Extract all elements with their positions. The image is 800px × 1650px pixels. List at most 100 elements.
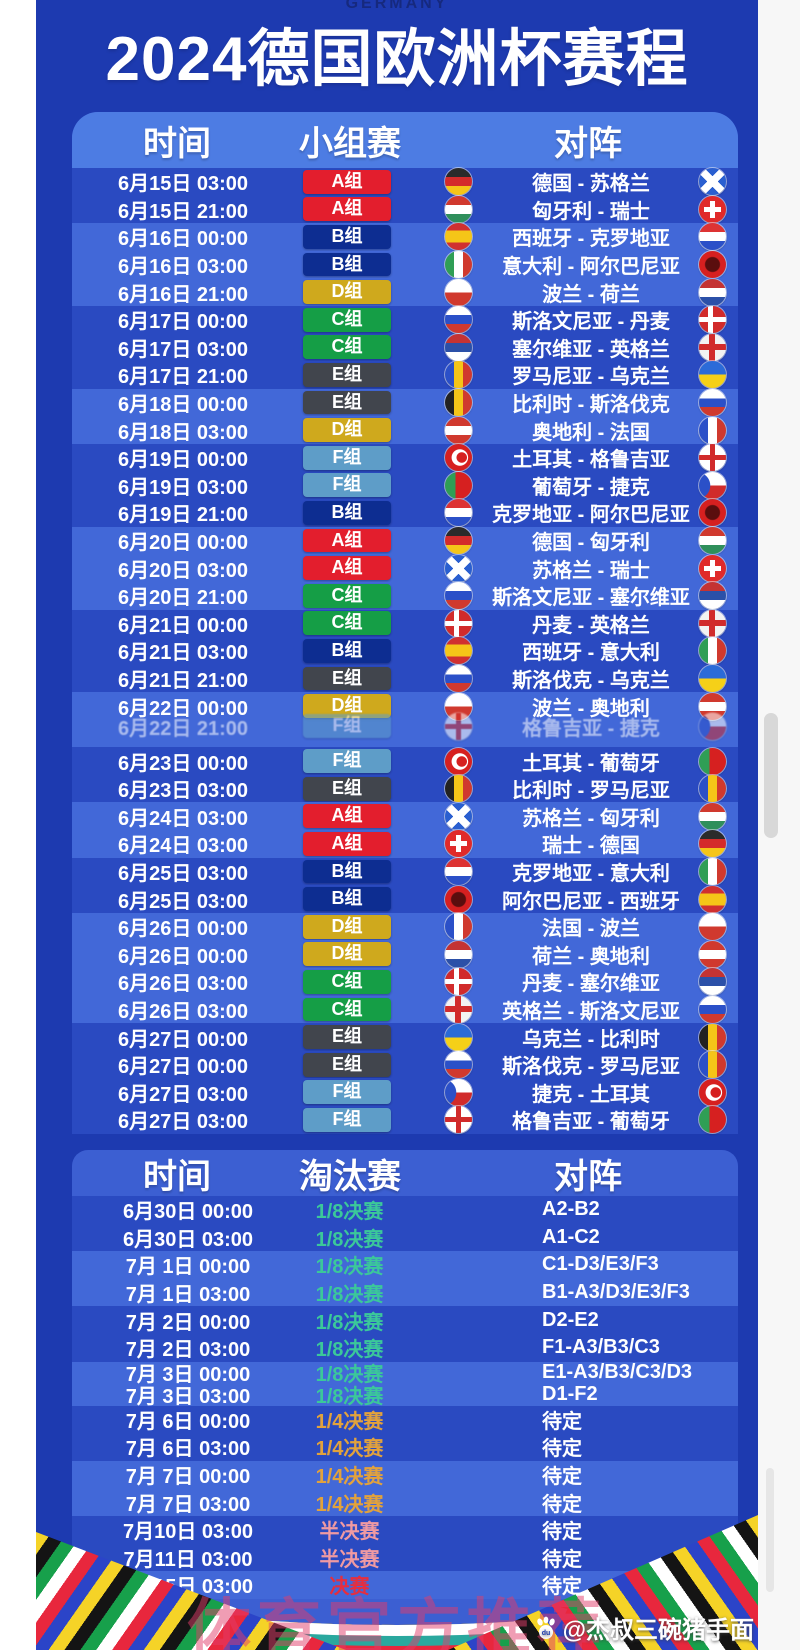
match-teams: 西班牙 - 克罗地亚 [512,228,670,251]
flag-rs-icon [698,968,726,996]
knockout-opponent: 待定 [542,1466,582,1489]
scrollbar-thumb[interactable] [764,713,778,838]
group-badge-zone: C组 [262,610,432,638]
home-flag-cell [440,775,476,803]
group-badge-A: A组 [303,197,391,222]
match-time: 6月17日 03:00 [117,338,249,361]
group-badge-zone: A组 [262,168,432,196]
match-row-content: 6月23日 03:00 E组 比利时 - 罗马尼亚 [72,775,738,803]
match-teams: 英格兰 - 斯洛文尼亚 [502,1000,680,1023]
knockout-opponent: F1-A3/B3/C3 [542,1336,660,1359]
match-time: 7月 3日 03:00 [125,1386,251,1409]
group-badge-zone: C组 [262,996,432,1024]
flag-pl-icon [698,913,726,941]
group-badge-B: B组 [303,501,391,525]
knockout-row-content: 6月30日 00:00 1/8决赛 A2-B2 [72,1196,738,1224]
match-time: 6月23日 00:00 [117,752,249,775]
group-badge-F: F组 [303,1080,391,1105]
match-row-content: 6月26日 00:00 D组 法国 - 波兰 [72,913,738,941]
home-flag-cell [440,609,476,638]
home-flag-cell [440,830,476,858]
flag-scotland-icon [444,802,472,830]
group-badge-zone: E组 [262,361,432,389]
flag-ro-icon [698,1051,726,1079]
stage-label-sf: 半决赛 [319,1521,380,1544]
match-teams: 意大利 - 阿尔巴尼亚 [502,256,680,279]
match-teams: 法国 - 波兰 [542,918,640,941]
match-row: 6月16日 00:00 B组 西班牙 - 克罗地亚 [72,223,738,251]
group-badge-D: D组 [303,694,391,718]
match-teams: 苏格兰 - 瑞士 [532,559,650,582]
svg-text:du: du [541,1630,550,1637]
match-time: 6月22日 21:00 [117,717,249,740]
flag-hr-icon [444,499,472,527]
match-row: 6月20日 21:00 C组 斯洛文尼亚 - 塞尔维亚 [72,581,738,610]
knockout-row-content: 6月30日 03:00 1/8决赛 A1-C2 [72,1224,738,1252]
flag-es-icon [444,223,472,251]
flag-sk-icon [444,1051,472,1079]
match-row: 6月23日 03:00 E组 比利时 - 罗马尼亚 [72,774,738,803]
match-row: 6月26日 03:00 C组 丹麦 - 塞尔维亚 [72,968,738,996]
match-row: 6月25日 03:00 B组 克罗地亚 - 意大利 [72,857,738,886]
flag-ua-icon [444,1023,472,1051]
match-row-content: 6月19日 03:00 F组 葡萄牙 - 捷克 [72,471,738,500]
match-teams: 阿尔巴尼亚 - 西班牙 [502,890,680,913]
knockout-opponent: 待定 [542,1548,582,1571]
knockout-opponent: D2-E2 [542,1308,599,1331]
match-time: 6月27日 03:00 [117,1083,249,1106]
group-badge-C: C组 [303,583,391,608]
match-row-content: 6月15日 03:00 A组 德国 - 苏格兰 [72,168,738,196]
match-time: 6月16日 21:00 [117,283,249,306]
match-time: 6月30日 03:00 [122,1228,254,1251]
match-row: 6月18日 03:00 D组 奥地利 - 法国 [72,416,738,444]
flag-en-icon [698,609,726,637]
group-badge-A: A组 [303,528,391,553]
column-header-group-stage: 小组赛 [299,124,401,163]
stage-label-r16: 1/8决赛 [315,1311,384,1334]
knockout-opponent: 待定 [542,1410,582,1433]
group-badge-zone: F组 [262,1078,432,1106]
match-row: 6月26日 00:00 D组 法国 - 波兰 [72,912,738,941]
match-teams: 土耳其 - 格鲁吉亚 [512,449,670,472]
group-badge-E: E组 [303,1025,391,1049]
group-badge-zone: D组 [262,940,432,968]
match-row-content: 6月22日 21:00 F组 格鲁吉亚 - 捷克 [72,712,738,740]
group-badge-zone: D组 [262,913,432,941]
group-badge-C: C组 [303,969,391,994]
knockout-opponent: 待定 [542,1521,582,1544]
home-flag-cell [440,747,476,775]
match-teams: 克罗地亚 - 意大利 [512,862,670,885]
flag-be-icon [444,775,472,803]
group-badge-E: E组 [303,390,391,415]
match-time: 6月18日 03:00 [117,421,249,444]
group-badge-zone: E组 [262,389,432,417]
knockout-opponent: A1-C2 [542,1225,600,1248]
group-badge-zone: C组 [262,582,432,610]
knockout-row-content: 7月 2日 00:00 1/8决赛 D2-E2 [72,1306,738,1334]
home-flag-cell [440,389,476,417]
flag-scotland-icon [444,554,472,582]
home-flag-cell [440,995,476,1024]
knockout-row-content: 7月10日 03:00 半决赛 待定 [72,1516,738,1544]
match-row: 6月20日 03:00 A组 苏格兰 - 瑞士 [72,554,738,582]
match-row: 6月27日 00:00 E组 斯洛伐克 - 罗马尼亚 [72,1050,738,1079]
away-flag-cell [694,527,730,555]
flag-en-icon [444,995,472,1023]
match-row-content: 6月20日 21:00 C组 斯洛文尼亚 - 塞尔维亚 [72,582,738,610]
match-row-content: 6月24日 03:00 A组 苏格兰 - 匈牙利 [72,802,738,830]
away-flag-cell [694,712,730,740]
away-flag-cell [694,802,730,830]
group-badge-zone: A组 [262,554,432,582]
home-flag-cell [440,857,476,886]
away-flag-cell [694,1051,730,1079]
match-teams: 塞尔维亚 - 英格兰 [512,338,670,361]
flag-hr-icon [698,223,726,251]
stage-label-r16: 1/8决赛 [315,1256,384,1279]
knockout-opponent: 待定 [542,1438,582,1461]
away-flag-cell [694,913,730,941]
match-time: 6月25日 03:00 [117,890,249,913]
flag-at-icon [698,940,726,968]
match-row: 6月27日 03:00 F组 格鲁吉亚 - 葡萄牙 [72,1106,738,1134]
match-teams: 斯洛伐克 - 罗马尼亚 [502,1056,680,1079]
group-badge-B: B组 [303,225,391,249]
